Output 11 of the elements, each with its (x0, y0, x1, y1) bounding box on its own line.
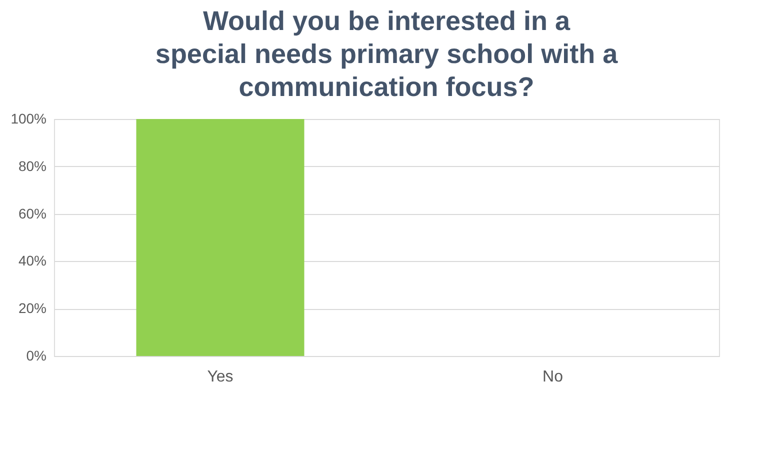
y-tick-label: 80% (18, 158, 46, 174)
y-tick-label: 20% (18, 300, 46, 316)
y-tick-label: 40% (18, 252, 46, 269)
y-tick-label: 0% (26, 348, 46, 364)
x-tick-label: Yes (207, 368, 234, 386)
y-tick-label: 60% (18, 205, 46, 222)
x-tick-label: No (542, 368, 564, 386)
text: special needs primary school with a (155, 39, 618, 69)
text: communication focus? (238, 72, 534, 102)
text: Would you be interested in a (202, 6, 570, 36)
y-tick-label: 100% (10, 110, 46, 126)
